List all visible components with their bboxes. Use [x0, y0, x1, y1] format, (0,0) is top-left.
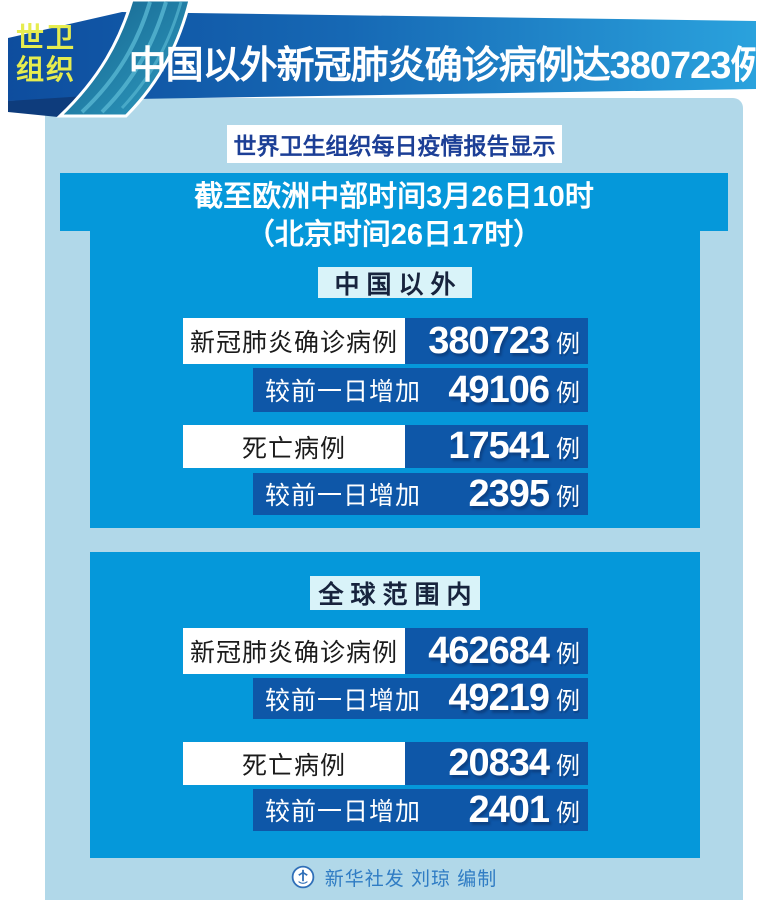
ribbon-stripe	[100, 1, 168, 114]
stat-unit: 例	[556, 753, 580, 780]
scope-label-outside-china: 中国以外	[318, 267, 472, 299]
footer-credit: 新华社发 刘琼 编制	[45, 861, 743, 893]
stat-label-deaths: 死亡病例	[183, 425, 405, 468]
who-badge: 世卫 组织	[16, 22, 86, 86]
stat-number: 462684	[428, 629, 550, 672]
stat-label-daily-increase: 较前一日增加	[265, 482, 422, 510]
who-badge-line1: 世卫	[16, 22, 77, 53]
stat-unit: 例	[556, 483, 580, 511]
stat-number: 49106	[448, 368, 550, 411]
stat-label-confirmed: 新冠肺炎确诊病例	[183, 318, 405, 364]
stat-unit: 例	[556, 330, 580, 358]
stat-number: 380723	[428, 319, 550, 362]
stat-row-daily-increase: 较前一日增加 2395 例	[253, 473, 588, 515]
ribbon-stripe	[80, 1, 152, 114]
stat-value-confirmed: 380723 例	[405, 318, 588, 364]
timestamp-text: 截至欧洲中部时间3月26日10时 （北京时间26日17时）	[60, 178, 728, 254]
stat-number: 2395	[468, 472, 550, 515]
stat-label-deaths: 死亡病例	[183, 742, 405, 785]
credit-text: 新华社发 刘琼 编制	[324, 868, 498, 890]
ribbon-stripe	[120, 1, 183, 110]
stat-unit: 例	[556, 436, 580, 463]
report-source-box: 世界卫生组织每日疫情报告显示	[227, 125, 562, 163]
stat-number: 17541	[448, 425, 550, 467]
stat-value-confirmed: 462684 例	[405, 628, 588, 674]
stat-unit: 例	[556, 640, 580, 668]
stat-number: 20834	[448, 742, 550, 784]
stat-unit: 例	[556, 688, 580, 715]
header-ribbon-graphic	[8, 0, 756, 118]
stat-number: 49219	[448, 677, 550, 719]
banner-shape	[8, 12, 756, 101]
stat-value-deaths: 17541 例	[405, 425, 588, 468]
xinhua-logo-icon	[291, 865, 315, 889]
stat-unit: 例	[556, 799, 580, 827]
stat-value-deaths: 20834 例	[405, 742, 588, 785]
scope-label-global: 全球范围内	[310, 576, 480, 610]
stat-row-daily-increase: 较前一日增加 2401 例	[253, 789, 588, 831]
page-title: 中国以外新冠肺炎确诊病例达380723例	[128, 44, 768, 87]
stat-number: 2401	[468, 788, 550, 831]
stat-label-confirmed: 新冠肺炎确诊病例	[183, 628, 405, 674]
timestamp-line2: （北京时间26日17时）	[245, 219, 543, 251]
stat-label-daily-increase: 较前一日增加	[265, 378, 422, 406]
stat-row-daily-increase: 较前一日增加 49219 例	[253, 677, 588, 719]
stat-label-daily-increase: 较前一日增加	[265, 798, 422, 826]
timestamp-line1: 截至欧洲中部时间3月26日10时	[194, 181, 594, 213]
stat-row-daily-increase: 较前一日增加 49106 例	[253, 368, 588, 412]
stat-unit: 例	[556, 379, 580, 407]
stat-label-daily-increase: 较前一日增加	[265, 686, 422, 715]
who-badge-line2: 组织	[16, 54, 77, 85]
